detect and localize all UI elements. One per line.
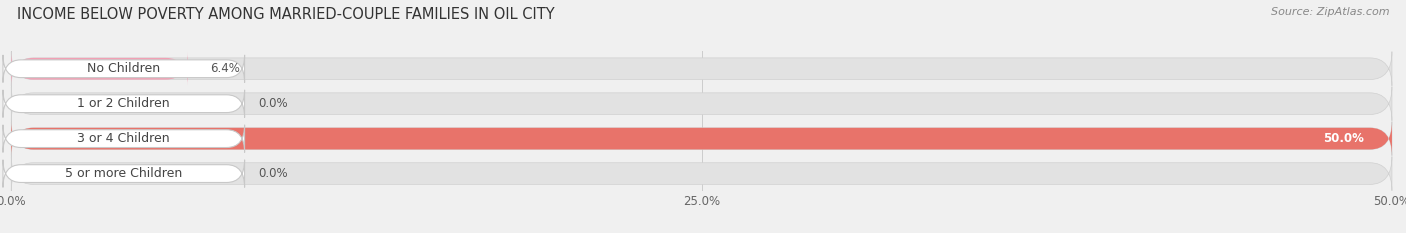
Text: No Children: No Children [87,62,160,75]
Text: 6.4%: 6.4% [209,62,240,75]
Text: 0.0%: 0.0% [259,97,288,110]
Text: 0.0%: 0.0% [259,167,288,180]
FancyBboxPatch shape [11,157,1392,191]
FancyBboxPatch shape [11,122,1392,156]
Text: Source: ZipAtlas.com: Source: ZipAtlas.com [1271,7,1389,17]
Text: 5 or more Children: 5 or more Children [65,167,183,180]
FancyBboxPatch shape [3,160,245,187]
Text: INCOME BELOW POVERTY AMONG MARRIED-COUPLE FAMILIES IN OIL CITY: INCOME BELOW POVERTY AMONG MARRIED-COUPL… [17,7,554,22]
Text: 3 or 4 Children: 3 or 4 Children [77,132,170,145]
FancyBboxPatch shape [11,52,188,86]
FancyBboxPatch shape [3,125,245,152]
FancyBboxPatch shape [3,90,245,117]
FancyBboxPatch shape [11,52,1392,86]
Text: 50.0%: 50.0% [1323,132,1364,145]
Text: 1 or 2 Children: 1 or 2 Children [77,97,170,110]
FancyBboxPatch shape [11,122,1392,156]
FancyBboxPatch shape [3,55,245,82]
FancyBboxPatch shape [11,87,1392,121]
